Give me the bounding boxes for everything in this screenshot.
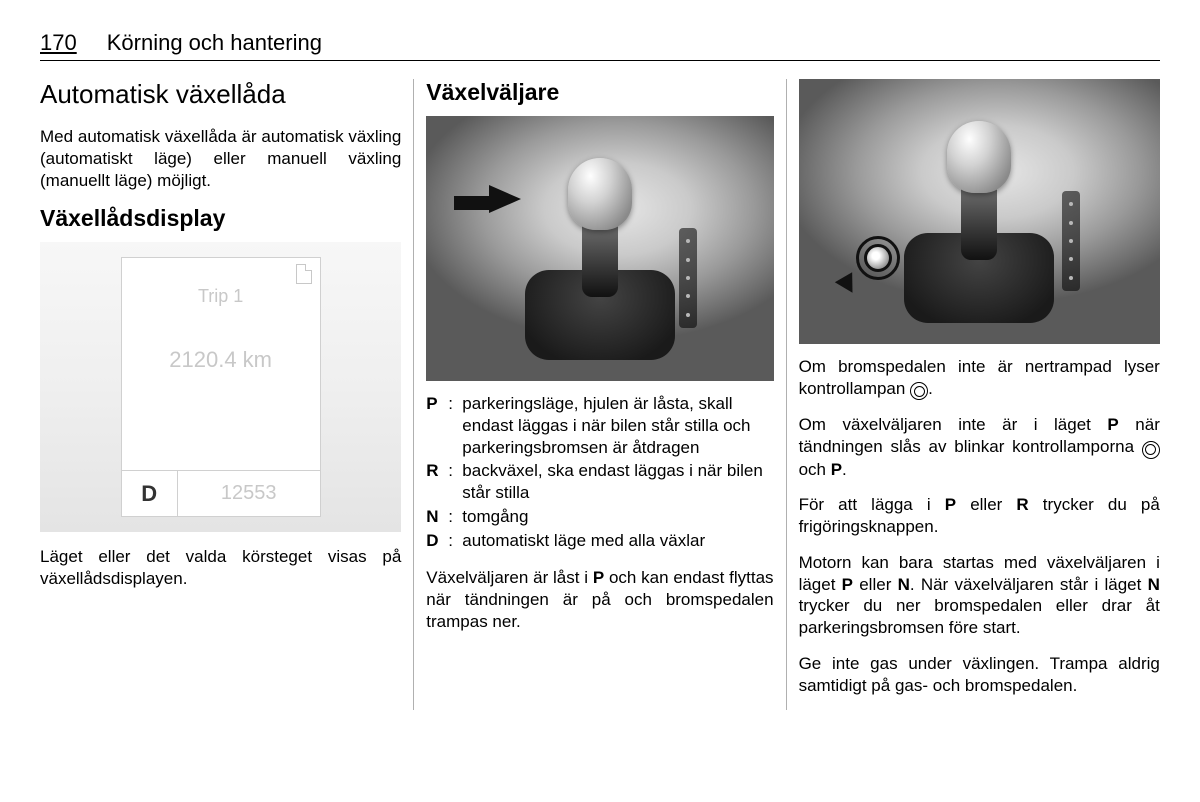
gear-letter: D — [122, 471, 178, 516]
def-N-text: tomgång — [462, 506, 773, 528]
page-number: 170 — [40, 30, 77, 56]
brake-lamp-icon — [910, 382, 928, 400]
display-heading: Växellådsdisplay — [40, 205, 401, 232]
p5: Ge inte gas under växlingen. Trampa aldr… — [799, 653, 1160, 697]
brake-lamp-icon — [1142, 441, 1160, 459]
section-title: Körning och hantering — [107, 30, 322, 56]
main-heading: Automatisk växellåda — [40, 79, 401, 110]
page-header: 170 Körning och hantering — [40, 30, 1160, 61]
def-D-text: automatiskt läge med alla växlar — [462, 530, 773, 552]
p4: Motorn kan bara startas med växelväljare… — [799, 552, 1160, 639]
content-columns: Automatisk växellåda Med automatisk växe… — [40, 79, 1160, 710]
def-N-letter: N — [426, 506, 448, 528]
selector-heading: Växelväljare — [426, 79, 773, 106]
arrow-icon — [454, 196, 490, 210]
def-D-letter: D — [426, 530, 448, 552]
display-screen: Trip 1 2120.4 km D 12553 — [121, 257, 321, 517]
def-P-letter: P — [426, 393, 448, 458]
def-R-text: backväxel, ska endast läggas i när bilen… — [462, 460, 773, 504]
gearbox-display-figure: Trip 1 2120.4 km D 12553 — [40, 242, 401, 532]
gear-selector-figure-2 — [799, 79, 1160, 344]
foot-press-icon — [835, 272, 861, 298]
display-caption: Läget eller det valda körsteget visas på… — [40, 546, 401, 590]
column-2: Växelväljare P:parkeringsläge, hjulen är… — [413, 79, 786, 710]
trip-distance: 2120.4 km — [169, 347, 272, 373]
arrow-head-icon — [489, 185, 521, 213]
gear-definitions: P:parkeringsläge, hjulen är låsta, skall… — [426, 393, 773, 553]
column-1: Automatisk växellåda Med automatisk växe… — [40, 79, 413, 710]
column-3: Om bromspedalen inte är nertrampad lyser… — [787, 79, 1160, 710]
gear-slot-indicator — [679, 228, 697, 328]
p1: Om bromspedalen inte är nertrampad lyser… — [799, 356, 1160, 400]
p3: För att lägga i P eller R trycker du på … — [799, 494, 1160, 538]
lock-paragraph: Växelväljaren är låst i P och kan endast… — [426, 567, 773, 632]
gear-selector-figure-1 — [426, 116, 773, 381]
def-R-letter: R — [426, 460, 448, 504]
p2: Om växelväljaren inte är i läget P när t… — [799, 414, 1160, 480]
odometer: 12553 — [178, 471, 320, 516]
intro-paragraph: Med automatisk växellåda är automatisk v… — [40, 126, 401, 191]
brake-pedal-icon — [856, 236, 900, 280]
page-icon — [296, 264, 312, 284]
gear-slot-indicator — [1062, 191, 1080, 291]
def-P-text: parkeringsläge, hjulen är låsta, skall e… — [462, 393, 773, 458]
trip-label: Trip 1 — [198, 286, 243, 307]
